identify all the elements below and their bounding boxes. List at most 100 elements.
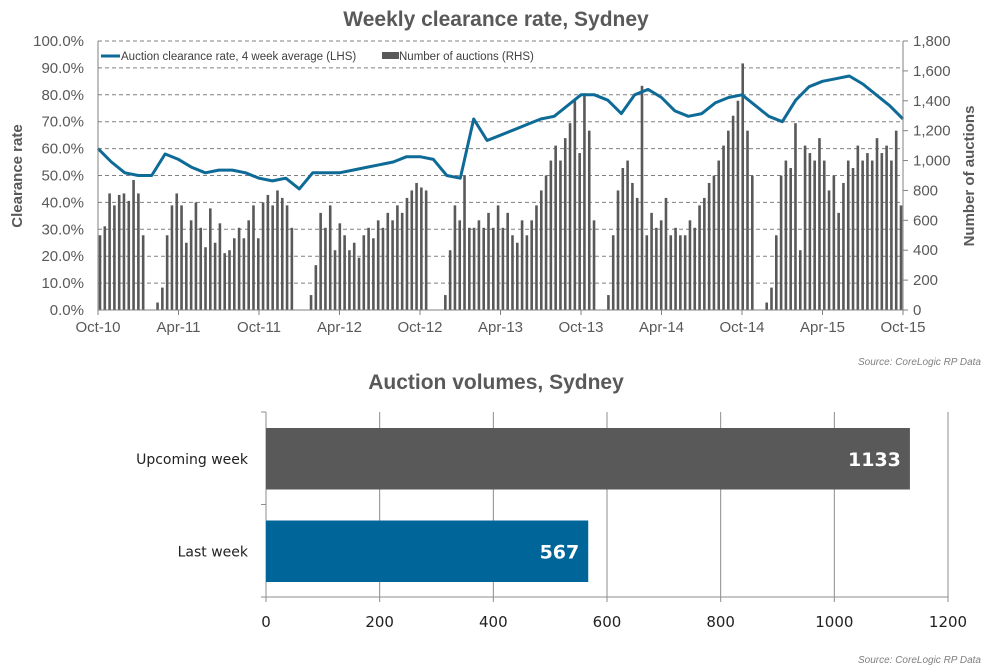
auction-count-bar [798,250,802,310]
auction-count-bar [108,193,111,310]
auction-count-bar [765,302,769,310]
auction-count-bar [894,130,898,310]
auction-count-bar [444,295,447,310]
top-chart-title: Weekly clearance rate, Sydney [343,8,649,31]
auction-count-bar [693,227,697,310]
auction-count-bar [391,220,394,310]
auction-count-bar [137,193,140,310]
auction-count-bar [655,227,658,310]
auction-count-bar [861,160,864,310]
bottom-x-tick-label: 1200 [929,613,967,631]
auction-count-bar [213,242,217,310]
auction-count-bar [189,220,193,310]
auction-count-bar [870,160,874,310]
category-label: Upcoming week [136,452,249,468]
auction-count-bar [324,227,327,310]
left-tick-label: 60.0% [41,141,84,158]
auction-count-bar [669,235,673,310]
left-tick-label: 70.0% [41,114,84,131]
auction-count-bar [611,235,615,310]
auction-count-bar [683,235,687,310]
auction-count-bar [170,205,174,310]
auction-count-bar [515,242,519,310]
auction-count-bar [247,220,250,310]
bar-value-label: 1133 [848,449,901,471]
auction-count-bar [113,205,116,310]
auction-count-bar [352,242,356,310]
auction-count-bar [424,190,428,310]
auction-count-bar [794,123,797,310]
auction-count-bar [453,205,457,310]
x-tick-label: Apr-13 [478,319,523,336]
right-tick-label: 1,000 [913,153,951,170]
bottom-x-tick-label: 200 [365,613,394,631]
auction-count-bar [242,238,246,310]
auction-count-bar [592,220,596,310]
auction-count-bar [410,190,414,310]
auction-count-bar [161,287,164,310]
right-tick-label: 0 [913,302,921,319]
auction-count-bar [420,187,423,310]
auction-count-bar [194,202,198,310]
auction-count-bar [367,227,370,310]
bottom-x-tick-label: 400 [479,613,508,631]
legend-label-clearance: Auction clearance rate, 4 week average (… [121,51,356,63]
auction-count-bar [328,205,332,310]
right-axis-title: Number of auctions [961,106,978,247]
clearance-rate-line [96,74,905,191]
auction-count-bar [261,202,265,310]
bottom-source-note: Source: CoreLogic RP Data [858,655,981,666]
bottom-x-tick-label: 1000 [815,613,853,631]
auction-count-bar [232,238,236,310]
auction-count-bar [492,227,495,310]
left-tick-label: 80.0% [41,87,84,104]
auction-count-bar [875,138,879,310]
auction-count-bar [554,145,557,310]
auction-count-bar [405,197,409,310]
auction-count-bar [664,197,668,310]
auction-count-bar [319,212,322,310]
auction-count-bar [659,220,663,310]
auction-count-bar [698,205,701,310]
auction-count-bar [866,153,869,310]
auction-count-bar [487,212,490,310]
auction-count-bar [722,145,725,310]
auction-count-bar [348,250,351,310]
auction-count-bar [587,130,591,310]
right-tick-label: 600 [913,212,938,229]
top-gridlines [98,40,903,284]
auction-count-bar [703,197,706,310]
auction-count-bar [252,205,255,310]
top-line-series [96,74,905,191]
auction-count-bar [712,175,716,310]
auction-count-bar [482,227,486,310]
right-tick-label: 1,200 [913,123,951,140]
auction-count-bar [415,182,418,310]
legend-bar-swatch [382,52,399,59]
auction-count-bar [520,220,524,310]
auction-count-bar [674,227,677,310]
volume-bar [266,520,589,582]
left-tick-label: 100.0% [33,33,84,50]
x-tick-label: Apr-11 [157,319,201,336]
auction-count-bar [472,227,476,310]
auction-count-bar [851,168,855,310]
auction-count-bar [650,212,653,310]
auction-count-bar [832,175,836,310]
right-tick-label: 800 [913,182,938,199]
auction-count-bar [774,235,778,310]
auction-count-bar [400,212,404,310]
x-tick-label: Oct-14 [719,319,764,336]
x-tick-label: Apr-15 [800,319,845,336]
auction-count-bar [338,223,342,310]
auction-count-bar [256,238,260,310]
auction-count-bar [314,265,318,310]
auction-count-bar [468,227,471,310]
auction-count-bar [539,190,543,310]
top-bars [98,63,903,311]
auction-count-bar [808,153,812,310]
auction-count-bar [578,153,581,310]
auction-count-bar [880,153,884,310]
auction-count-bar [103,226,107,310]
